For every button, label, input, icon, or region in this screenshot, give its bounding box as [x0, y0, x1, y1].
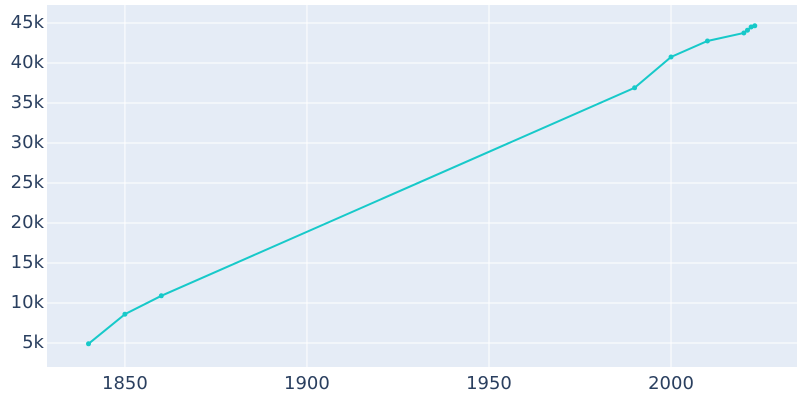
x-tick-label: 2000 — [648, 373, 694, 394]
x-tick-label: 1950 — [466, 373, 512, 394]
y-tick-label: 30k — [11, 132, 45, 153]
point — [158, 293, 164, 299]
point — [704, 38, 710, 44]
plot-background — [47, 5, 797, 367]
x-tick-label: 1850 — [102, 373, 148, 394]
y-tick-label: 45k — [11, 12, 45, 33]
y-tick-label: 20k — [11, 212, 45, 233]
y-tick-label: 15k — [11, 252, 45, 273]
point — [668, 54, 674, 60]
point — [752, 23, 758, 29]
point — [86, 341, 92, 347]
y-tick-label: 40k — [11, 52, 45, 73]
y-tick-label: 10k — [11, 292, 45, 313]
y-tick-label: 5k — [22, 332, 44, 353]
x-tick-label: 1900 — [284, 373, 330, 394]
point — [744, 27, 750, 33]
point — [741, 30, 747, 36]
point — [632, 85, 638, 91]
y-tick-label: 25k — [11, 172, 45, 193]
point — [122, 311, 128, 317]
y-tick-label: 35k — [11, 92, 45, 113]
